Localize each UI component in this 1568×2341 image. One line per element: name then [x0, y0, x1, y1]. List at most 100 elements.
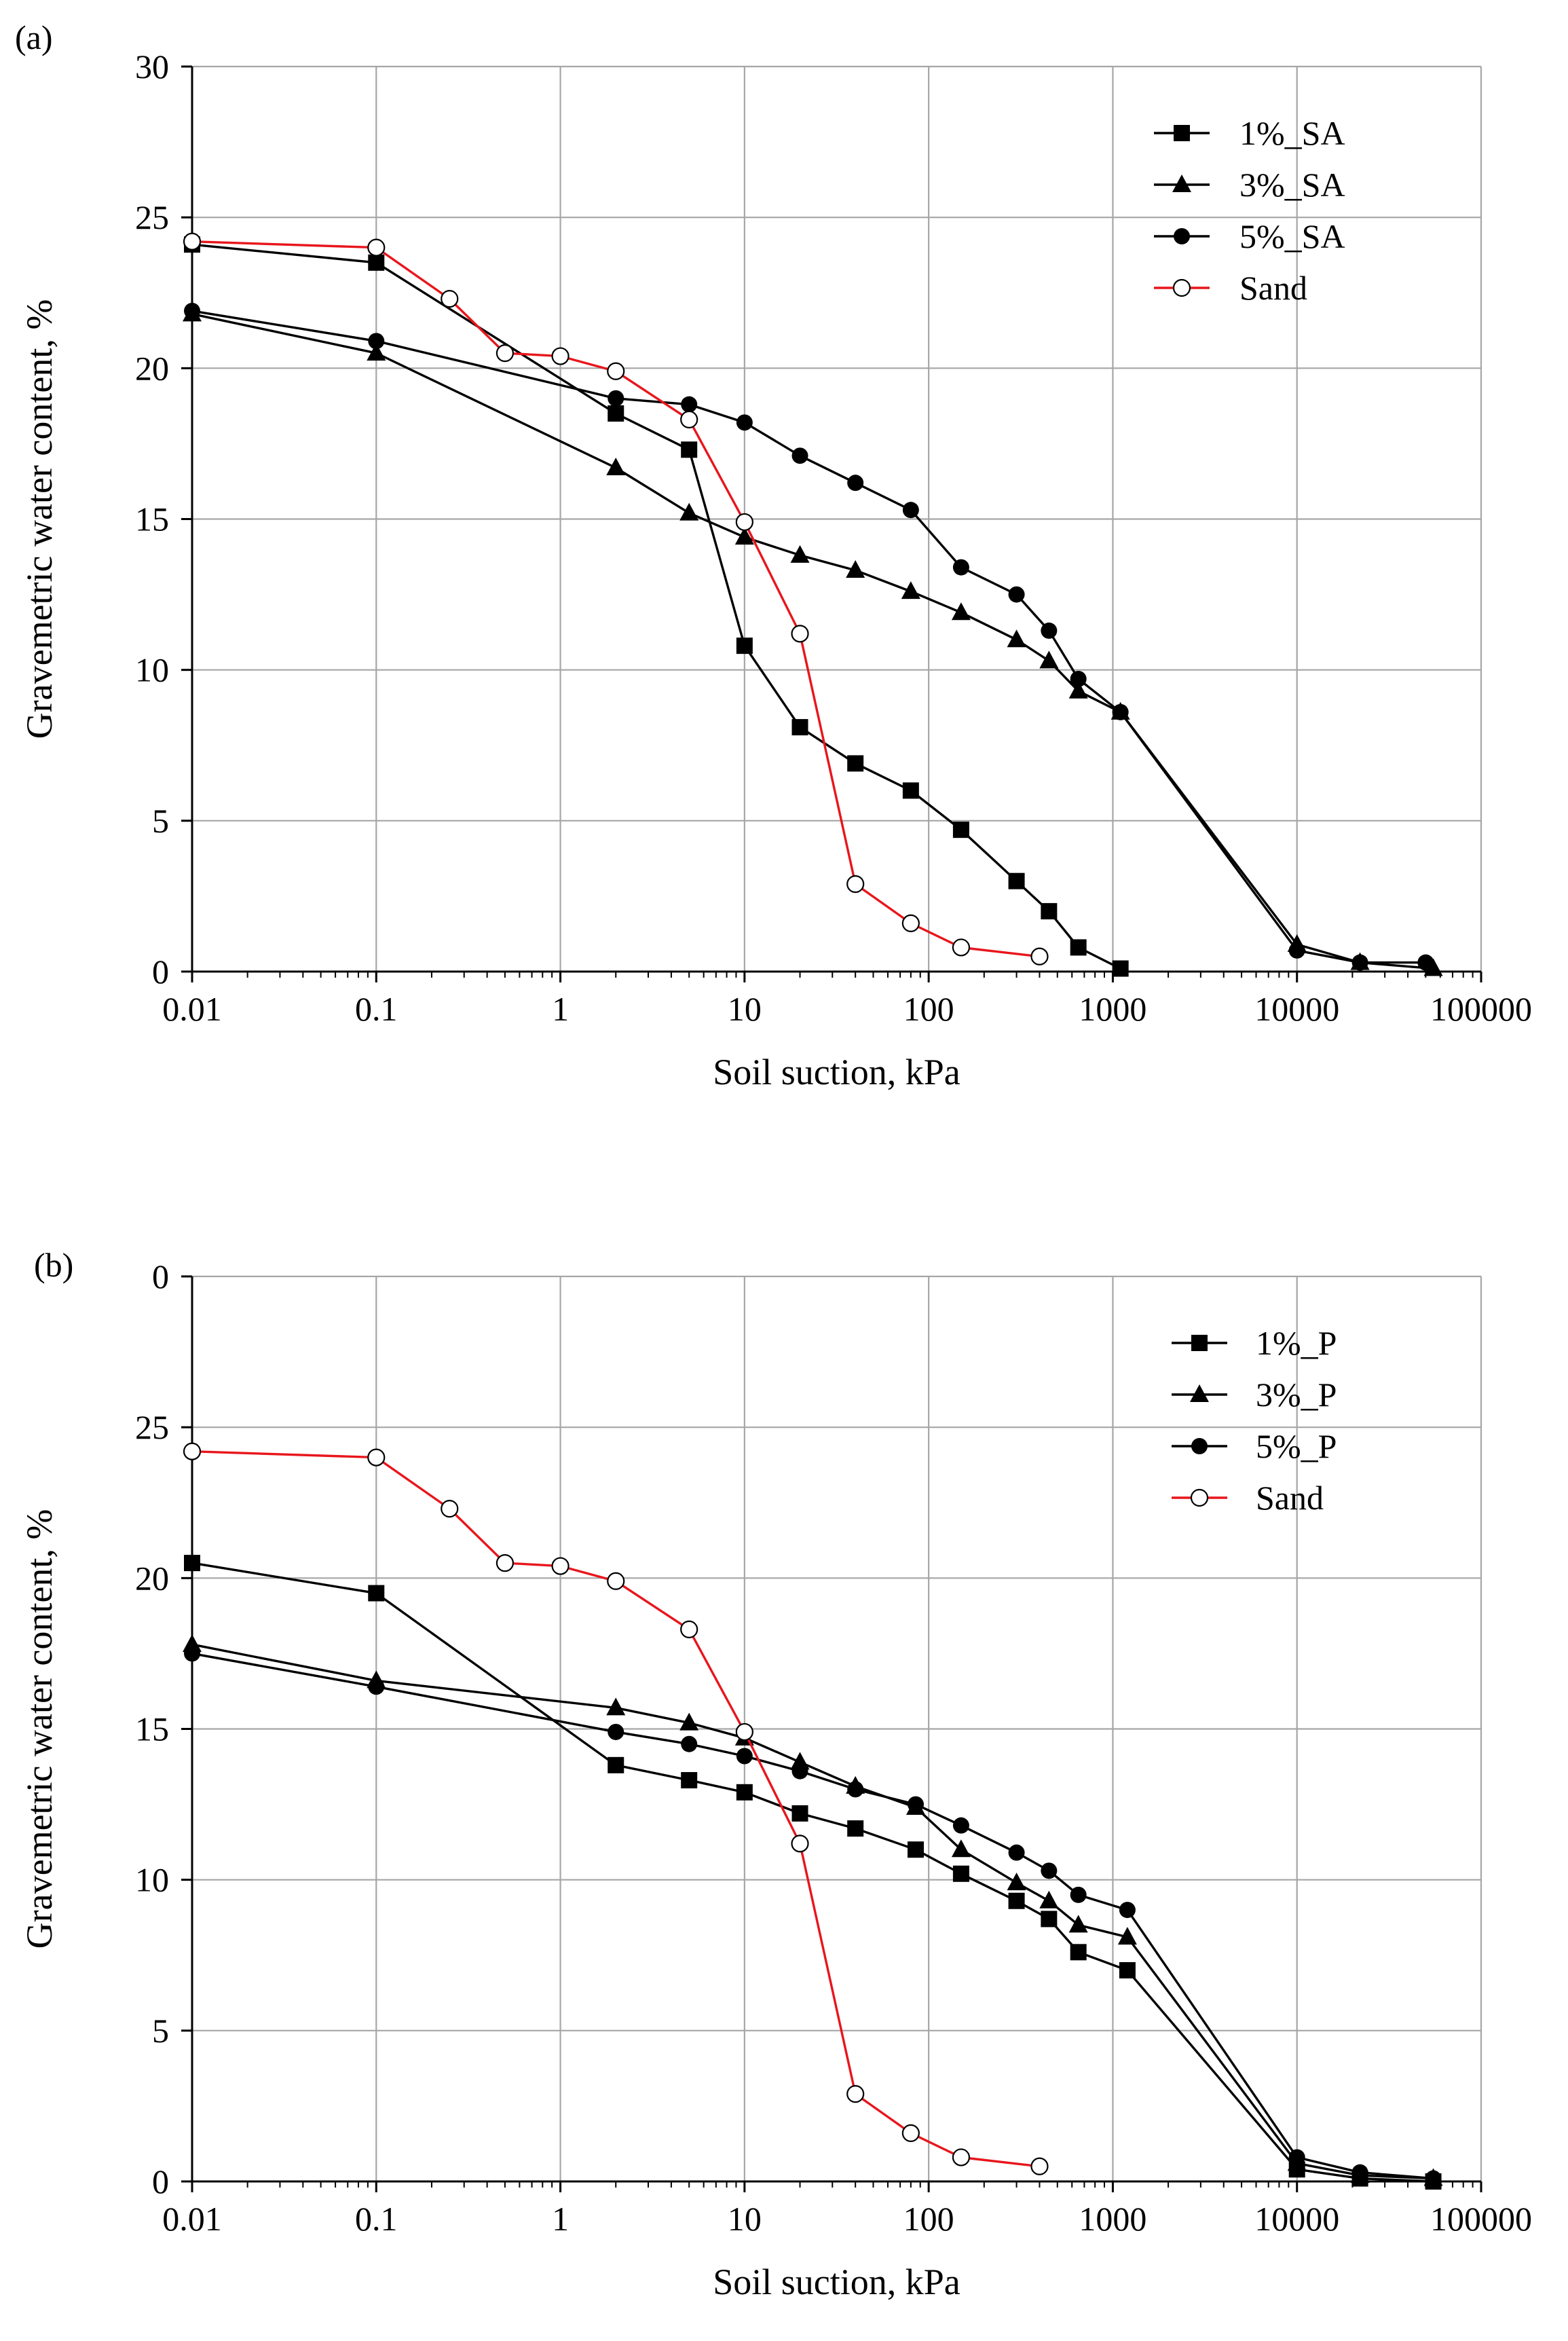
data-point: [847, 1820, 864, 1837]
data-point: [496, 1554, 515, 1572]
data-point: [952, 938, 971, 957]
data-point: [607, 362, 625, 380]
x-tick-label: 10: [728, 2200, 762, 2238]
series-3%_SA: [183, 303, 1443, 976]
data-point: [952, 822, 969, 838]
data-point: [606, 1697, 626, 1716]
data-point: [1039, 650, 1059, 669]
data-point: [1008, 1844, 1025, 1861]
data-point: [1070, 670, 1087, 687]
data-point: [902, 782, 919, 799]
data-point: [183, 1442, 202, 1460]
legend-label: 3%_P: [1256, 1376, 1337, 1414]
data-point: [368, 1585, 385, 1602]
y-tick-label: 5: [152, 2012, 169, 2050]
x-tick-label: 0.1: [355, 2200, 398, 2238]
data-point: [1070, 1886, 1087, 1903]
data-point: [952, 1817, 969, 1834]
data-point: [907, 1841, 924, 1858]
data-point: [1039, 1890, 1059, 1909]
legend-label: 1%_P: [1256, 1324, 1337, 1362]
data-point: [1112, 960, 1129, 977]
y-tick-label: 0: [152, 953, 169, 991]
x-tick-label: 100000: [1430, 2200, 1532, 2238]
x-axis-title: Soil suction, kPa: [713, 1052, 960, 1092]
y-tick-label: 10: [135, 1861, 169, 1899]
legend: 1%_SA 3%_SA 5%_SA Sand: [1154, 114, 1345, 307]
data-point: [551, 1557, 570, 1575]
data-point: [551, 347, 570, 365]
data-point: [680, 410, 698, 428]
data-point: [736, 1748, 753, 1765]
y-tick-label: 25: [135, 198, 169, 236]
data-point: [1008, 586, 1025, 603]
data-point: [681, 441, 698, 458]
x-tick-label: 0.1: [355, 990, 398, 1028]
data-point: [790, 545, 810, 563]
data-point: [791, 1763, 808, 1780]
series-1%_SA: [184, 236, 1129, 977]
data-point: [1288, 2149, 1305, 2166]
data-point: [367, 343, 386, 361]
legend-label: 3%_SA: [1239, 166, 1345, 204]
data-point: [441, 290, 459, 308]
data-point: [735, 513, 753, 532]
x-tick-label: 100: [903, 990, 954, 1028]
data-point: [1008, 1892, 1025, 1909]
data-point: [1417, 954, 1434, 971]
y-tick-label: 20: [135, 1559, 169, 1597]
series-line: [191, 1562, 1434, 2183]
x-tick-label: 10: [728, 990, 762, 1028]
data-point: [1068, 1915, 1088, 1933]
series-line: [191, 310, 1426, 964]
data-point: [1117, 1927, 1137, 1945]
y-tick-label: 25: [135, 1408, 169, 1446]
x-tick-label: 100000: [1430, 990, 1532, 1028]
y-tick-label: 15: [135, 500, 169, 538]
data-point: [1007, 629, 1026, 648]
data-point: [736, 414, 753, 431]
data-point: [1351, 954, 1368, 971]
y-tick-label: 0: [152, 2162, 169, 2200]
data-point: [1008, 872, 1025, 889]
chart-panel-a: 0 5 10 15 20 25 30 0.01 0.1 1 10 100 1000 10000 100000…: [15, 18, 1532, 1092]
legend-marker: [1174, 125, 1190, 141]
data-point: [734, 527, 754, 545]
data-point: [607, 1572, 625, 1590]
x-tick-label: 0.01: [162, 2200, 222, 2238]
y-tick-label: 5: [152, 802, 169, 840]
x-axis-title: Soil suction, kPa: [713, 2262, 960, 2302]
series-line: [191, 312, 1434, 970]
data-point: [1112, 703, 1129, 720]
legend-marker: [1190, 1384, 1209, 1402]
data-point: [1070, 1944, 1087, 1961]
series-5%_SA: [184, 302, 1434, 971]
data-point: [680, 1620, 698, 1638]
data-point: [791, 447, 808, 464]
legend-label: 5%_P: [1256, 1427, 1337, 1465]
series-line: [191, 240, 1040, 958]
legend-marker: [1174, 228, 1190, 244]
series-line: [191, 1643, 1434, 2180]
x-tick-label: 1: [552, 990, 569, 1028]
y-tick-label: 10: [135, 651, 169, 689]
x-tick-label: 1000: [1079, 990, 1146, 1028]
data-point: [952, 559, 969, 576]
data-point: [608, 1723, 624, 1740]
data-point: [679, 502, 699, 521]
legend-marker: [1191, 1438, 1208, 1454]
data-point: [847, 755, 864, 772]
data-point: [608, 405, 624, 422]
data-point: [791, 1835, 809, 1853]
data-point: [791, 719, 808, 736]
x-tick-label: 10000: [1254, 990, 1339, 1028]
series-line: [191, 243, 1121, 970]
data-point: [1119, 1902, 1136, 1919]
series-Sand: [183, 1442, 1049, 2175]
data-point: [681, 1735, 698, 1752]
data-point: [441, 1500, 459, 1518]
y-axis-title: Gravemetric water content, %: [19, 1509, 60, 1949]
panel-label: (a): [15, 18, 53, 56]
data-point: [1041, 903, 1058, 920]
